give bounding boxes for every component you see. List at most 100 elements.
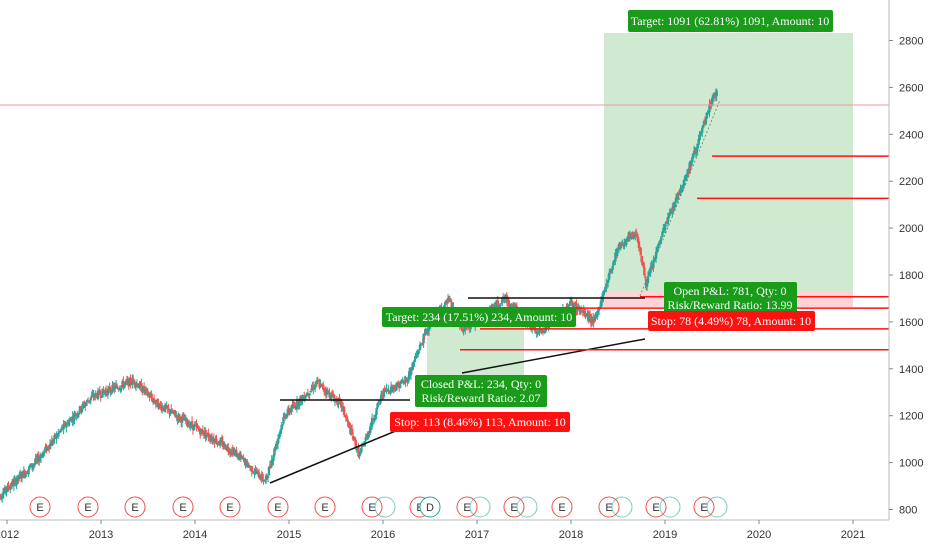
candle-body — [254, 470, 257, 472]
candle-body — [691, 154, 695, 158]
event-marker-label: E — [605, 502, 612, 514]
earnings-marker[interactable] — [77, 496, 99, 518]
candle-body — [400, 382, 404, 384]
candle-body — [198, 427, 201, 431]
candle-body — [653, 258, 656, 261]
trade2-stop-tag[interactable] — [648, 311, 815, 331]
candle-body — [158, 403, 161, 408]
candle-body — [273, 448, 276, 456]
candle-body — [229, 451, 233, 454]
candle-body — [704, 118, 708, 125]
candle-body — [331, 393, 335, 398]
candle-body — [132, 378, 135, 381]
candle-body — [646, 276, 650, 284]
dividend-marker[interactable] — [374, 496, 396, 518]
candle-body — [391, 387, 395, 391]
candle-body — [659, 239, 662, 244]
candle-body — [679, 188, 682, 194]
trade1-target-tag[interactable] — [382, 307, 576, 327]
dividend-marker[interactable] — [659, 496, 681, 518]
earnings-marker[interactable] — [314, 496, 336, 518]
candle-body — [380, 394, 384, 397]
candle-body — [705, 112, 708, 120]
earnings-marker[interactable] — [598, 496, 620, 518]
trade2-pnl-tag[interactable] — [664, 282, 797, 314]
candle-body — [2, 491, 6, 494]
earnings-marker[interactable] — [29, 496, 51, 518]
dividend-marker[interactable] — [516, 496, 538, 518]
candle-body — [52, 439, 55, 442]
candle-body — [18, 474, 21, 479]
candle-body — [407, 379, 410, 383]
earnings-marker[interactable] — [551, 496, 573, 518]
dividend-marker[interactable] — [419, 496, 441, 518]
candle-body — [498, 305, 501, 308]
candle-body — [379, 394, 383, 400]
candle-body — [633, 235, 636, 238]
candle-body — [246, 462, 250, 468]
candle-body — [108, 386, 111, 392]
candle-body — [360, 448, 363, 453]
candle-body — [119, 388, 122, 391]
candle-body — [643, 267, 646, 276]
earnings-marker[interactable] — [361, 496, 383, 518]
earnings-marker[interactable] — [172, 496, 194, 518]
candle-body — [382, 388, 386, 398]
candle-body — [192, 424, 196, 431]
candle-body — [171, 412, 175, 414]
time-tick-label: 2012 — [0, 529, 19, 541]
earnings-marker[interactable] — [456, 496, 478, 518]
candle-body — [672, 206, 676, 210]
candle-body — [189, 425, 192, 427]
trade2-target-tag[interactable] — [628, 10, 833, 32]
support-trendline-1[interactable] — [269, 424, 411, 484]
candle-body — [255, 471, 259, 474]
candle-body — [64, 422, 67, 427]
earnings-marker[interactable] — [503, 496, 525, 518]
candle-body — [282, 417, 285, 424]
price-axis[interactable] — [889, 0, 932, 550]
candle-body — [305, 393, 309, 397]
earnings-marker[interactable] — [124, 496, 146, 518]
dividend-marker[interactable] — [611, 496, 633, 518]
candle-body — [606, 280, 610, 283]
candle-body — [261, 473, 264, 481]
candle-body — [296, 399, 300, 406]
candle-body — [660, 237, 663, 239]
dividend-marker[interactable] — [706, 496, 728, 518]
dividend-marker[interactable] — [469, 496, 491, 518]
candle-body — [186, 419, 189, 425]
candle-body — [662, 227, 665, 233]
candle-body — [597, 308, 601, 311]
candle-body — [668, 212, 671, 216]
candle-body — [190, 421, 194, 427]
support-trendline-2[interactable] — [461, 338, 646, 374]
candle-body — [616, 247, 620, 249]
candle-body — [599, 300, 603, 308]
candle-body — [685, 174, 689, 177]
candle-body — [606, 283, 609, 285]
candle-body — [279, 429, 282, 434]
trade1-pnl-tag[interactable] — [415, 375, 547, 407]
earnings-marker[interactable] — [219, 496, 241, 518]
candle-body — [605, 283, 608, 289]
candle-body — [220, 439, 224, 442]
price-tick-label: 2600 — [899, 82, 923, 94]
candle-body — [313, 384, 317, 388]
trade2-target-zone — [604, 33, 853, 291]
candle-body — [247, 465, 251, 467]
earnings-marker[interactable] — [693, 496, 715, 518]
candle-body — [584, 314, 587, 317]
candle-body — [674, 197, 678, 202]
candle-body — [276, 438, 280, 444]
candle-body — [328, 392, 331, 398]
candle-body — [673, 202, 677, 208]
candle-body — [657, 243, 661, 246]
earnings-marker[interactable] — [267, 496, 289, 518]
candle-body — [330, 393, 333, 399]
candle-body — [181, 416, 185, 418]
candle-body — [73, 413, 76, 420]
trade1-stop-tag[interactable] — [390, 412, 570, 432]
event-marker-label: E — [131, 502, 138, 514]
